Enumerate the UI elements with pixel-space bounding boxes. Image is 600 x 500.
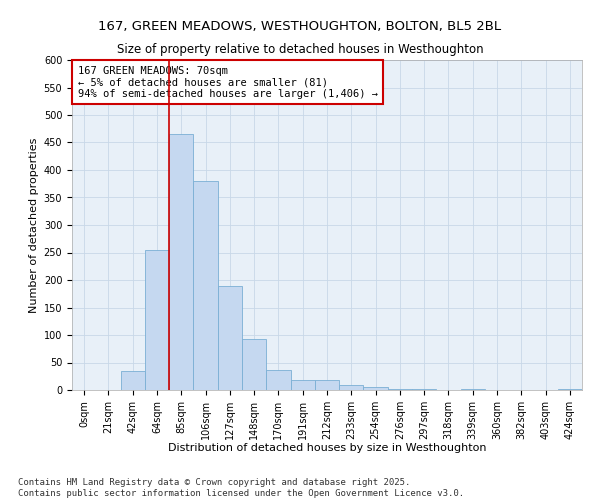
Bar bbox=[290, 380, 315, 390]
Text: 167, GREEN MEADOWS, WESTHOUGHTON, BOLTON, BL5 2BL: 167, GREEN MEADOWS, WESTHOUGHTON, BOLTON… bbox=[98, 20, 502, 33]
Bar bbox=[193, 181, 218, 390]
Y-axis label: Number of detached properties: Number of detached properties bbox=[29, 138, 40, 312]
Bar bbox=[388, 389, 412, 390]
Bar bbox=[339, 384, 364, 390]
Bar bbox=[266, 370, 290, 390]
Text: Size of property relative to detached houses in Westhoughton: Size of property relative to detached ho… bbox=[116, 42, 484, 56]
Bar bbox=[169, 134, 193, 390]
Bar bbox=[218, 286, 242, 390]
Bar bbox=[145, 250, 169, 390]
Bar bbox=[242, 339, 266, 390]
Text: 167 GREEN MEADOWS: 70sqm
← 5% of detached houses are smaller (81)
94% of semi-de: 167 GREEN MEADOWS: 70sqm ← 5% of detache… bbox=[77, 66, 377, 99]
X-axis label: Distribution of detached houses by size in Westhoughton: Distribution of detached houses by size … bbox=[168, 444, 486, 454]
Text: Contains HM Land Registry data © Crown copyright and database right 2025.
Contai: Contains HM Land Registry data © Crown c… bbox=[18, 478, 464, 498]
Bar bbox=[315, 380, 339, 390]
Bar bbox=[121, 371, 145, 390]
Bar bbox=[364, 387, 388, 390]
